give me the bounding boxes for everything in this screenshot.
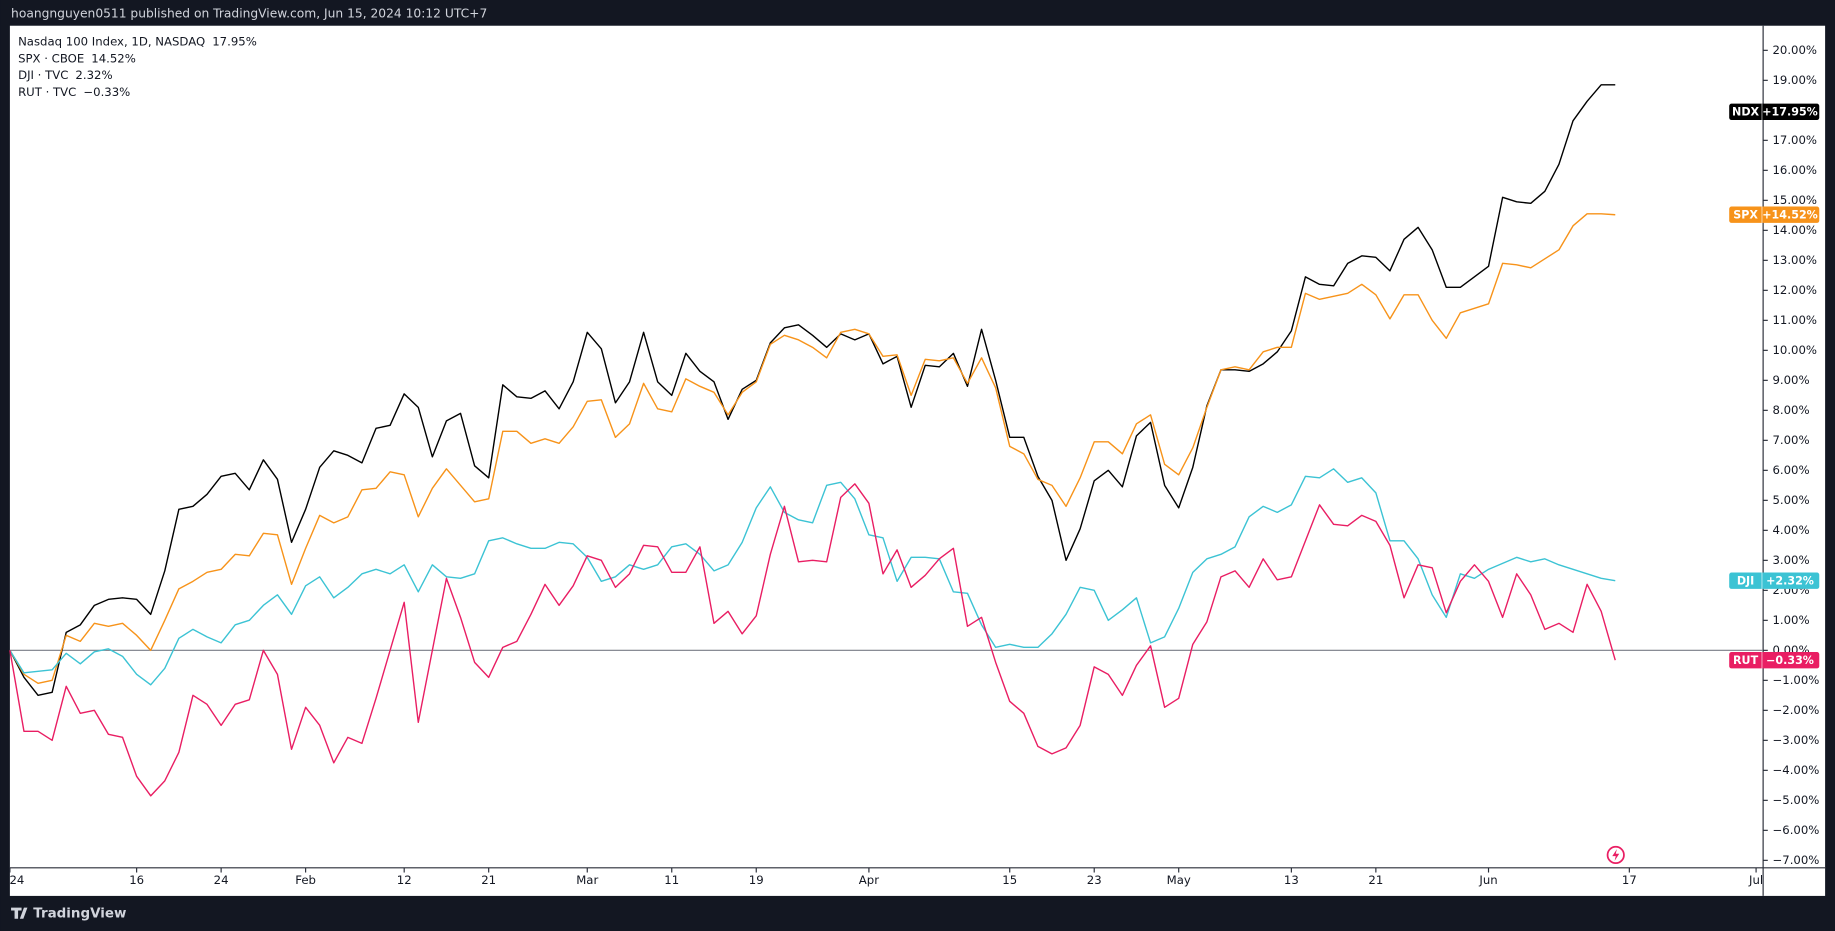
legend-name: Nasdaq 100 Index, 1D, NASDAQ bbox=[18, 35, 205, 49]
legend-value: 14.52% bbox=[91, 51, 136, 65]
y-tick-label: 3.00% bbox=[1772, 553, 1809, 567]
x-tick-label: 17 bbox=[1622, 873, 1637, 887]
y-tick-label: 7.00% bbox=[1772, 433, 1809, 447]
badge-value: +14.52% bbox=[1762, 208, 1818, 221]
legend: Nasdaq 100 Index, 1D, NASDAQ 17.95% SPX · … bbox=[18, 35, 257, 99]
series-line bbox=[9, 84, 1616, 697]
badge-bg bbox=[1729, 572, 1820, 589]
x-tick-label: 11 bbox=[664, 873, 679, 887]
y-tick-label: 4.00% bbox=[1772, 523, 1809, 537]
y-tick-label: −1.00% bbox=[1772, 673, 1819, 687]
brand-logo: TradingView bbox=[11, 906, 126, 921]
x-tick-label: Apr bbox=[859, 873, 879, 887]
price-badge: RUT −0.33% bbox=[1729, 652, 1820, 669]
y-tick-label: 9.00% bbox=[1772, 373, 1809, 387]
series-line bbox=[9, 483, 1616, 797]
x-tick-label: 13 bbox=[1284, 873, 1299, 887]
series-line bbox=[9, 468, 1616, 686]
publish-info: hoangnguyen0511 published on TradingView… bbox=[11, 7, 487, 21]
y-tick-label: 8.00% bbox=[1772, 403, 1809, 417]
y-tick-label: 15.00% bbox=[1772, 193, 1817, 207]
y-tick-label: 1.00% bbox=[1772, 613, 1809, 627]
y-tick-label: −2.00% bbox=[1772, 703, 1819, 717]
badge-bg bbox=[1729, 103, 1820, 121]
icon-ring bbox=[1606, 845, 1625, 865]
brand-name: TradingView bbox=[33, 906, 126, 921]
legend-name: SPX · CBOE bbox=[18, 51, 84, 65]
y-tick-label: −4.00% bbox=[1772, 763, 1819, 777]
legend-value: −0.33% bbox=[83, 85, 130, 99]
badge-value: +2.32% bbox=[1766, 574, 1814, 587]
legend-value: 2.32% bbox=[75, 68, 112, 82]
legend-name: DJI · TVC bbox=[18, 68, 68, 82]
icon-bolt bbox=[1612, 849, 1620, 861]
axes: 20.00%19.00%18.00%17.00%16.00%15.00%14.0… bbox=[9, 43, 1819, 887]
y-tick-label: 6.00% bbox=[1772, 463, 1809, 477]
y-tick-label: 19.00% bbox=[1772, 73, 1817, 87]
badge-symbol: NDX bbox=[1732, 105, 1760, 118]
y-tick-label: 16.00% bbox=[1772, 163, 1817, 177]
x-tick-label: 21 bbox=[1368, 873, 1383, 887]
badge-bg bbox=[1729, 652, 1820, 669]
price-badge: SPX +14.52% bbox=[1729, 206, 1820, 223]
series-line bbox=[9, 213, 1616, 685]
x-tick-label: Jul bbox=[1748, 873, 1763, 887]
x-tick-label: May bbox=[1167, 873, 1191, 887]
x-tick-label: 21 bbox=[481, 873, 496, 887]
x-tick-label: 24 bbox=[9, 873, 24, 887]
y-tick-label: 12.00% bbox=[1772, 283, 1817, 297]
legend-name: RUT · TVC bbox=[18, 85, 76, 99]
y-tick-label: 5.00% bbox=[1772, 493, 1809, 507]
x-tick-label: 24 bbox=[214, 873, 229, 887]
price-badge: NDX +17.95% bbox=[1729, 103, 1820, 121]
news-icon bbox=[1606, 845, 1625, 865]
y-tick-label: −6.00% bbox=[1772, 823, 1819, 837]
badge-value: +17.95% bbox=[1762, 105, 1818, 118]
y-tick-label: 10.00% bbox=[1772, 343, 1817, 357]
price-badge: DJI +2.32% bbox=[1729, 572, 1820, 589]
x-tick-label: Mar bbox=[576, 873, 598, 887]
badge-bg bbox=[1729, 206, 1820, 223]
x-tick-label: 23 bbox=[1087, 873, 1102, 887]
x-tick-label: Jun bbox=[1478, 873, 1497, 887]
plot bbox=[9, 84, 1764, 797]
y-tick-label: 14.00% bbox=[1772, 223, 1817, 237]
x-tick-label: 19 bbox=[749, 873, 764, 887]
legend-value: 17.95% bbox=[212, 35, 257, 49]
y-tick-label: 20.00% bbox=[1772, 43, 1817, 57]
badge-symbol: SPX bbox=[1733, 208, 1758, 221]
chart-panel bbox=[9, 25, 1826, 896]
y-tick-label: 13.00% bbox=[1772, 253, 1817, 267]
badge-value: −0.33% bbox=[1766, 654, 1814, 667]
y-tick-label: 17.00% bbox=[1772, 133, 1817, 147]
x-tick-label: 12 bbox=[397, 873, 412, 887]
x-tick-label: 15 bbox=[1002, 873, 1017, 887]
y-tick-label: −7.00% bbox=[1772, 853, 1819, 867]
x-tick-label: 16 bbox=[129, 873, 144, 887]
badge-symbol: RUT bbox=[1733, 654, 1759, 667]
y-tick-label: −5.00% bbox=[1772, 793, 1819, 807]
y-tick-label: −3.00% bbox=[1772, 733, 1819, 747]
badge-symbol: DJI bbox=[1737, 574, 1754, 587]
logo-icon bbox=[11, 907, 28, 919]
x-tick-label: Feb bbox=[295, 873, 316, 887]
y-tick-label: 11.00% bbox=[1772, 313, 1817, 327]
